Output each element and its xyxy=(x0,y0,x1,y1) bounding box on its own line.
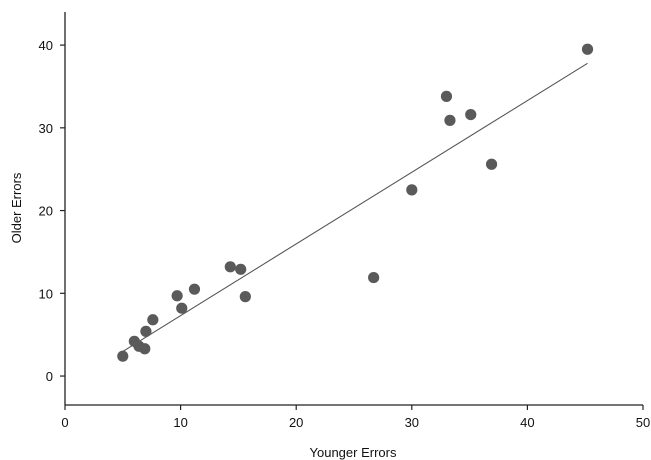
data-point xyxy=(485,158,498,170)
x-axis-title: Younger Errors xyxy=(310,445,397,460)
y-tick-label: 20 xyxy=(39,204,53,219)
x-tick-label: 0 xyxy=(61,415,68,430)
x-tick-label: 40 xyxy=(520,415,534,430)
data-point xyxy=(239,291,251,303)
data-point xyxy=(465,108,477,121)
x-tick-label: 10 xyxy=(173,415,187,430)
axes xyxy=(60,12,644,410)
data-point xyxy=(444,114,456,126)
data-point xyxy=(235,263,247,275)
x-tick-label: 20 xyxy=(289,415,303,430)
fit-line-group xyxy=(120,62,588,354)
data-point xyxy=(140,325,152,337)
data-point xyxy=(176,302,188,314)
data-point xyxy=(188,283,201,295)
y-tick-label: 30 xyxy=(39,121,53,136)
regression-line xyxy=(120,62,588,354)
y-tick-label: 0 xyxy=(46,369,53,384)
data-point xyxy=(147,314,159,326)
tick-labels: 0 10 20 30 40 50 0 10 20 30 40 xyxy=(39,38,651,430)
data-point xyxy=(117,350,129,362)
x-tick-label: 50 xyxy=(636,415,650,430)
y-tick-label: 40 xyxy=(39,38,53,53)
data-point xyxy=(171,290,183,302)
y-tick-label: 10 xyxy=(39,286,53,301)
data-point xyxy=(368,271,380,284)
x-tick-label: 30 xyxy=(405,415,419,430)
data-point xyxy=(440,90,453,102)
data-points xyxy=(117,43,594,362)
y-axis-title: Older Errors xyxy=(9,172,24,243)
data-point xyxy=(224,261,236,273)
data-point xyxy=(581,43,594,55)
data-point xyxy=(406,184,418,196)
data-point xyxy=(139,343,151,355)
